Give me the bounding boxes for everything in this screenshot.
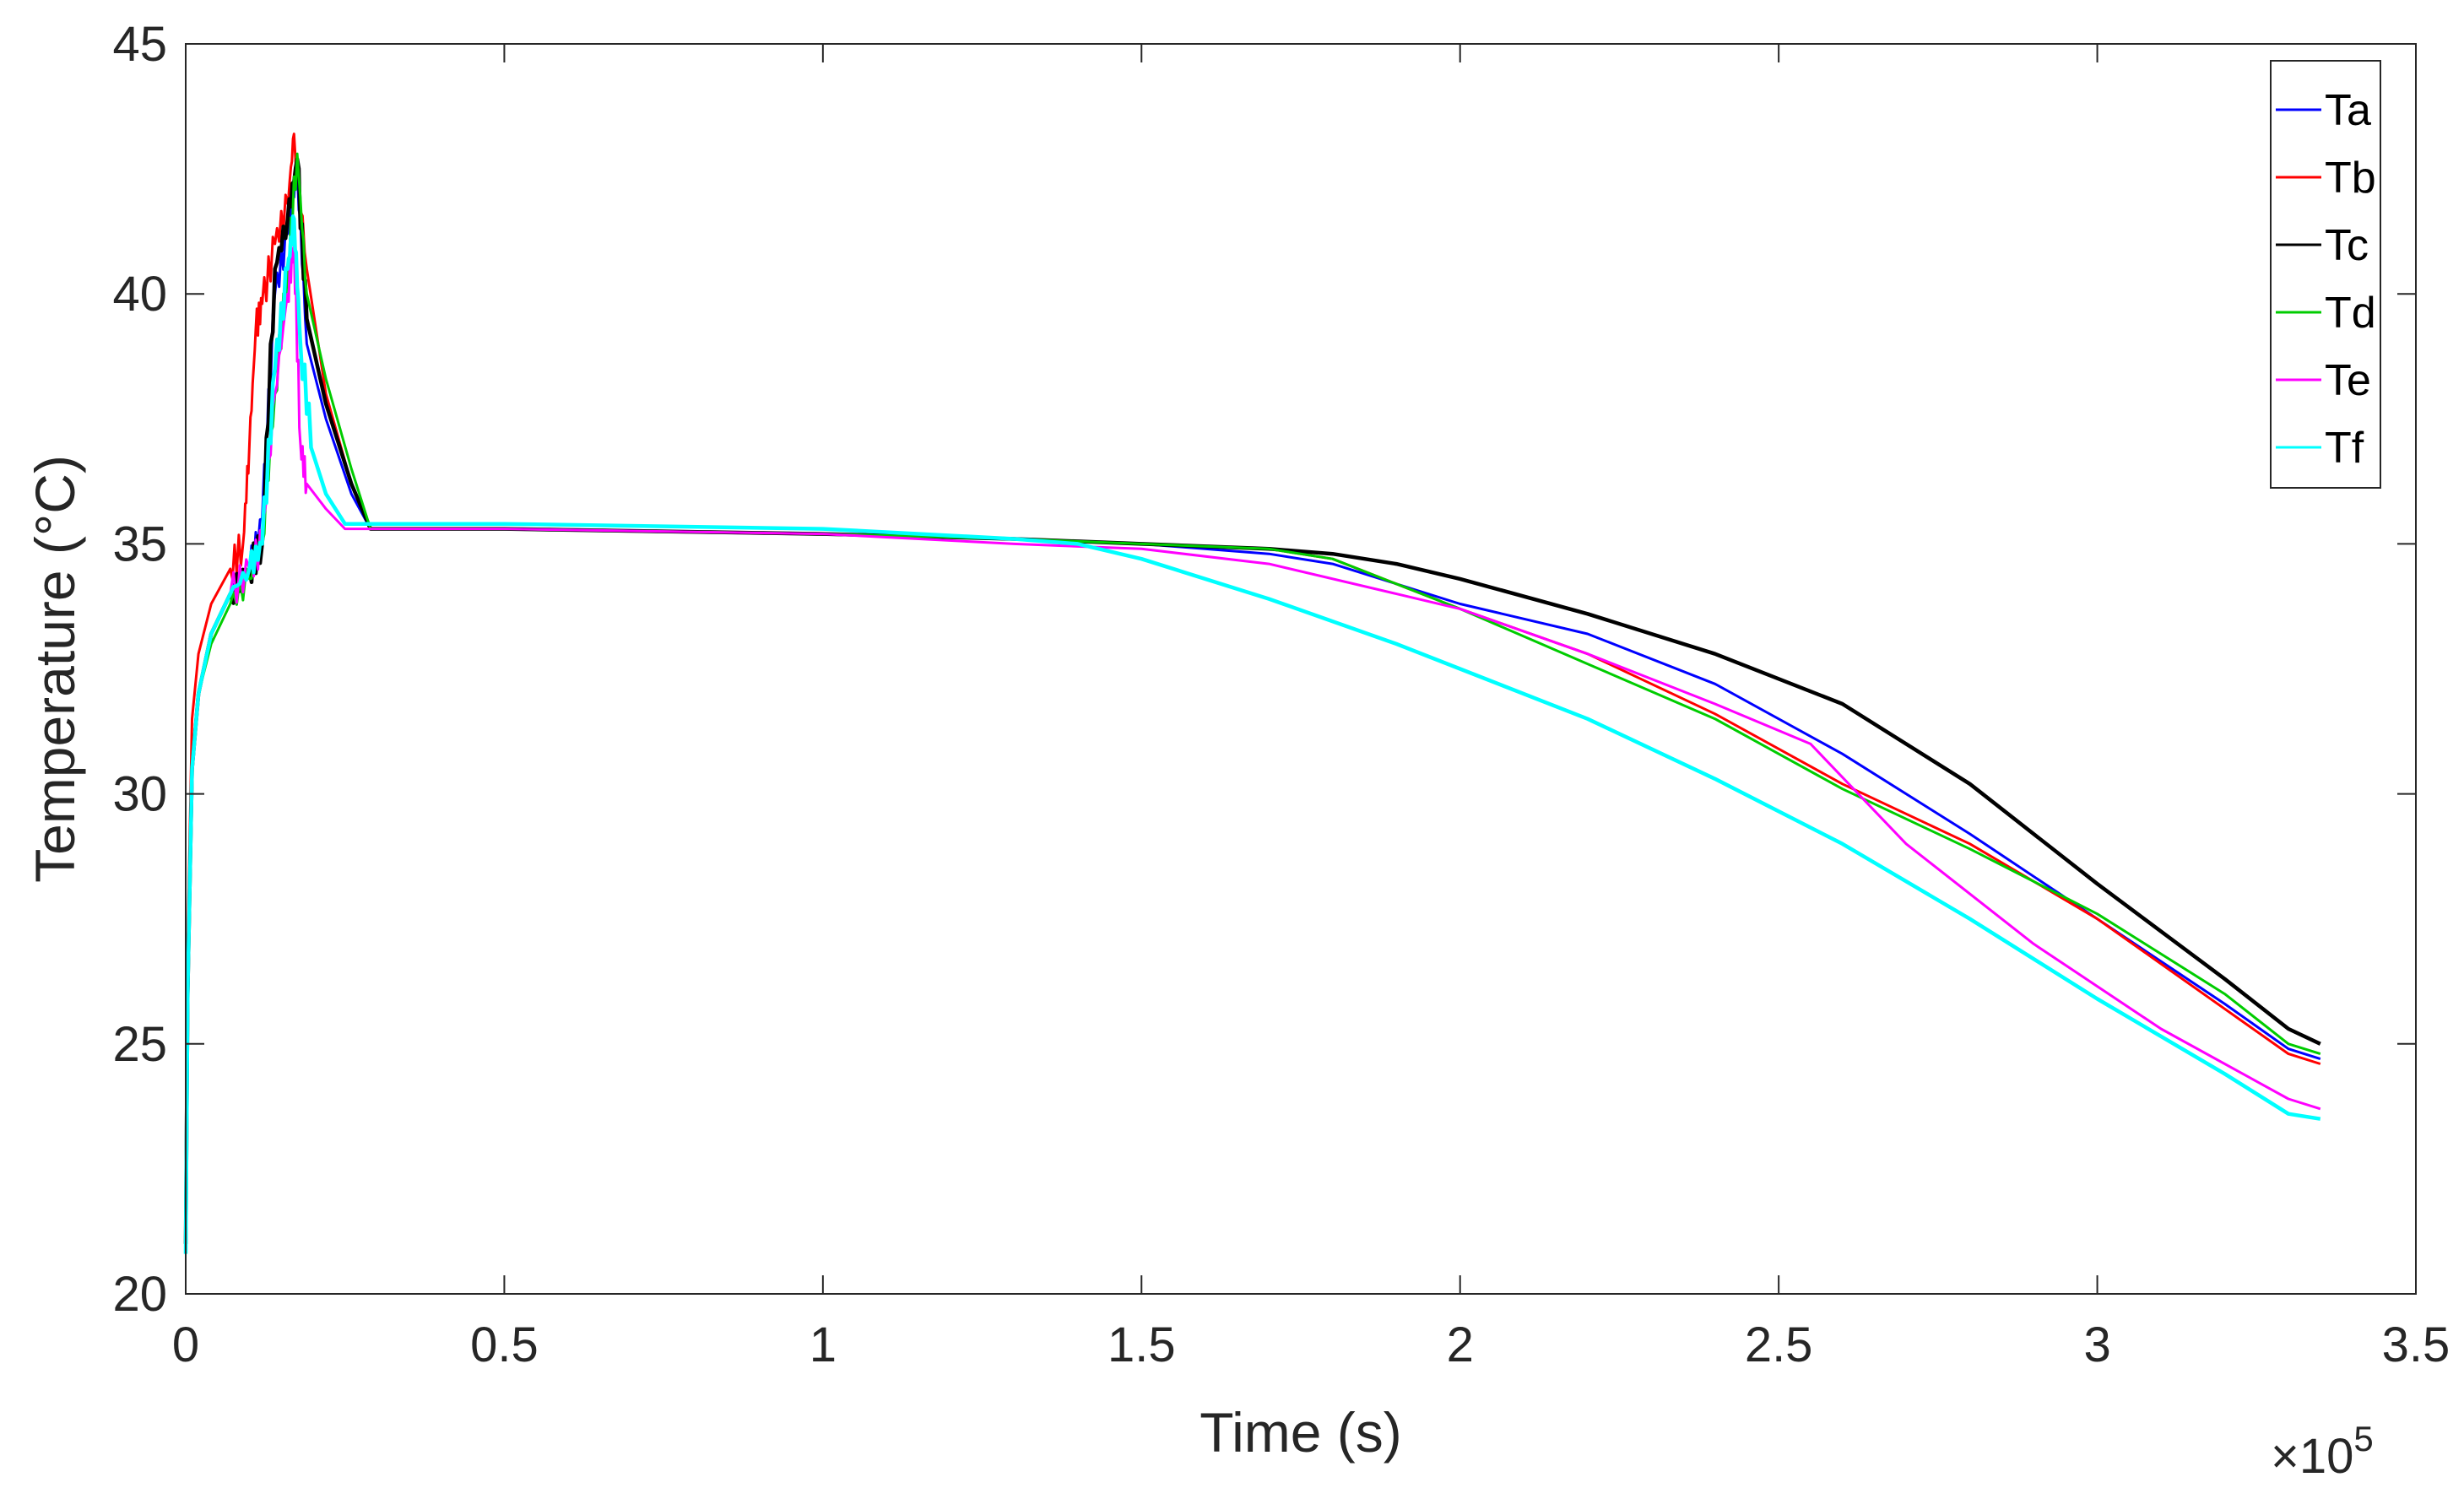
x-tick-label: 1.5 [1107,1318,1176,1372]
legend-label-tc: Tc [2325,221,2369,270]
y-tick-label: 30 [112,767,167,822]
plot-area [186,44,2416,1294]
x-tick-label: 2.5 [1745,1318,1813,1372]
x-tick-label: 0 [172,1318,199,1372]
axes-layer [185,43,2417,1295]
x-tick-label: 3.5 [2382,1318,2450,1372]
x-axis-title: Time (s) [1200,1401,1402,1464]
series-line-tf [183,214,2321,1254]
axes-box [185,43,2417,1295]
series-layer [183,133,2321,1254]
legend-label-te: Te [2325,356,2371,405]
y-tick-label: 35 [112,517,167,571]
y-tick-label: 40 [112,267,167,322]
x-axis-exponent: ×105 [2271,1419,2374,1484]
ticks-layer: 0 0.5 1 1.5 2 2.5 3 3.5 20 25 30 35 40 45 [112,17,2450,1372]
y-tick-label: 45 [112,17,167,72]
x-tick-label: 3 [2083,1318,2110,1372]
y-tick-label: 20 [112,1267,167,1322]
legend-label-td: Td [2325,289,2376,338]
legend-box [2270,60,2381,489]
x-axis-exponent-base: ×10 [2271,1429,2353,1484]
legend-label-ta: Ta [2325,86,2371,135]
plot-background [186,44,2416,1294]
legend: Ta Tb Tc Td Te Tf [2270,60,2381,489]
legend-label-tb: Tb [2325,154,2376,203]
x-tick-label: 0.5 [470,1318,539,1372]
y-tick-label: 25 [112,1017,167,1072]
legend-label-tf: Tf [2325,424,2364,473]
x-axis-exponent-power: 5 [2353,1419,2373,1458]
x-tick-label: 2 [1447,1318,1474,1372]
y-axis-title: Temperature (°C) [24,455,86,883]
x-tick-label: 1 [810,1318,837,1372]
